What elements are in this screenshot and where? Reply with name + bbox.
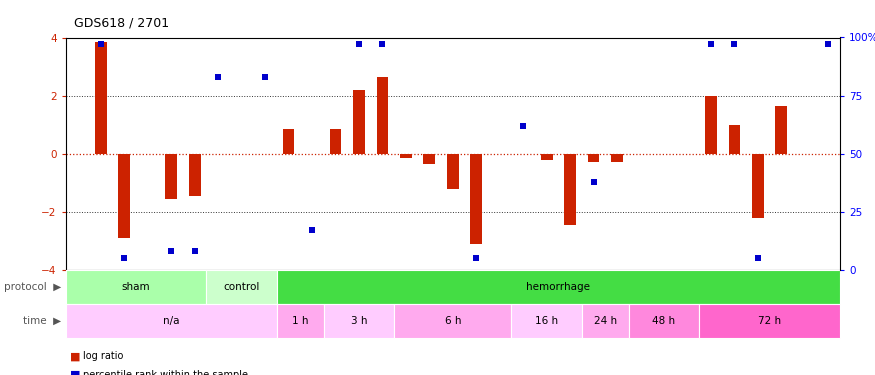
Bar (95, 42, 107, 154)
Text: log ratio: log ratio (83, 351, 123, 361)
Text: time  ▶: time ▶ (23, 316, 61, 326)
Text: GDS618 / 2701: GDS618 / 2701 (74, 17, 170, 30)
Text: 16 h: 16 h (536, 316, 558, 326)
Text: percentile rank within the sample: percentile rank within the sample (83, 370, 248, 375)
Bar (400, 154, 412, 158)
Bar (189, 154, 200, 196)
Text: 3 h: 3 h (351, 316, 367, 326)
Bar (276, 270, 840, 304)
Bar (354, 90, 365, 154)
Text: sham: sham (122, 282, 150, 292)
Bar (564, 154, 576, 225)
Bar (424, 154, 435, 164)
Bar (165, 154, 177, 199)
Bar (283, 129, 294, 154)
Bar (775, 106, 788, 154)
Text: ■: ■ (70, 370, 80, 375)
Text: 24 h: 24 h (594, 316, 617, 326)
Bar (612, 154, 623, 162)
Bar (512, 304, 582, 338)
Bar (541, 154, 552, 160)
Bar (629, 304, 699, 338)
Text: 6 h: 6 h (444, 316, 461, 326)
Bar (206, 270, 276, 304)
Bar (752, 154, 764, 218)
Bar (582, 304, 629, 338)
Text: protocol  ▶: protocol ▶ (4, 282, 61, 292)
Bar (66, 270, 206, 304)
Bar (699, 304, 840, 338)
Bar (276, 304, 324, 338)
Bar (118, 154, 130, 238)
Bar (324, 304, 394, 338)
Bar (330, 129, 341, 154)
Text: 72 h: 72 h (758, 316, 781, 326)
Bar (471, 154, 482, 244)
Bar (447, 154, 458, 189)
Bar (729, 124, 740, 154)
Bar (66, 304, 276, 338)
Bar (376, 77, 388, 154)
Text: 48 h: 48 h (653, 316, 676, 326)
Bar (705, 96, 717, 154)
Text: 1 h: 1 h (292, 316, 309, 326)
Text: n/a: n/a (163, 316, 179, 326)
Text: control: control (223, 282, 260, 292)
Bar (394, 304, 512, 338)
Bar (588, 154, 599, 162)
Text: ■: ■ (70, 351, 80, 361)
Text: hemorrhage: hemorrhage (527, 282, 591, 292)
